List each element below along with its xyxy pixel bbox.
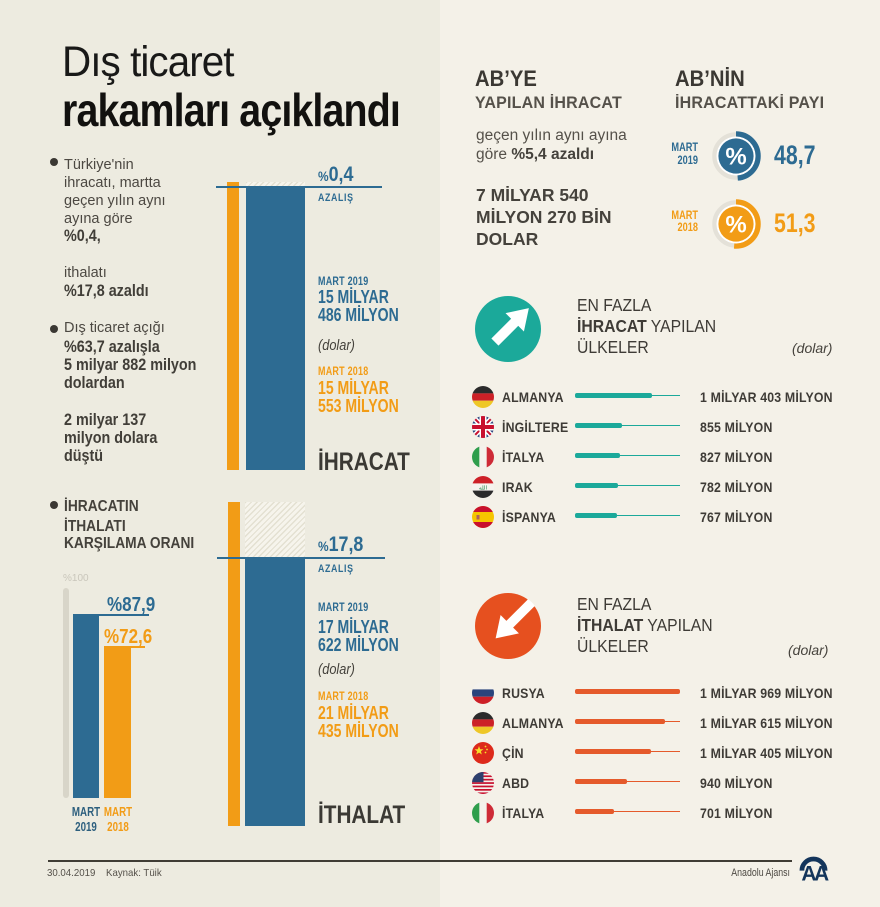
svg-text:الله: الله bbox=[479, 485, 487, 492]
svg-text:AA: AA bbox=[801, 863, 829, 885]
svg-text:%: % bbox=[725, 144, 746, 171]
svg-text:%: % bbox=[725, 212, 746, 239]
